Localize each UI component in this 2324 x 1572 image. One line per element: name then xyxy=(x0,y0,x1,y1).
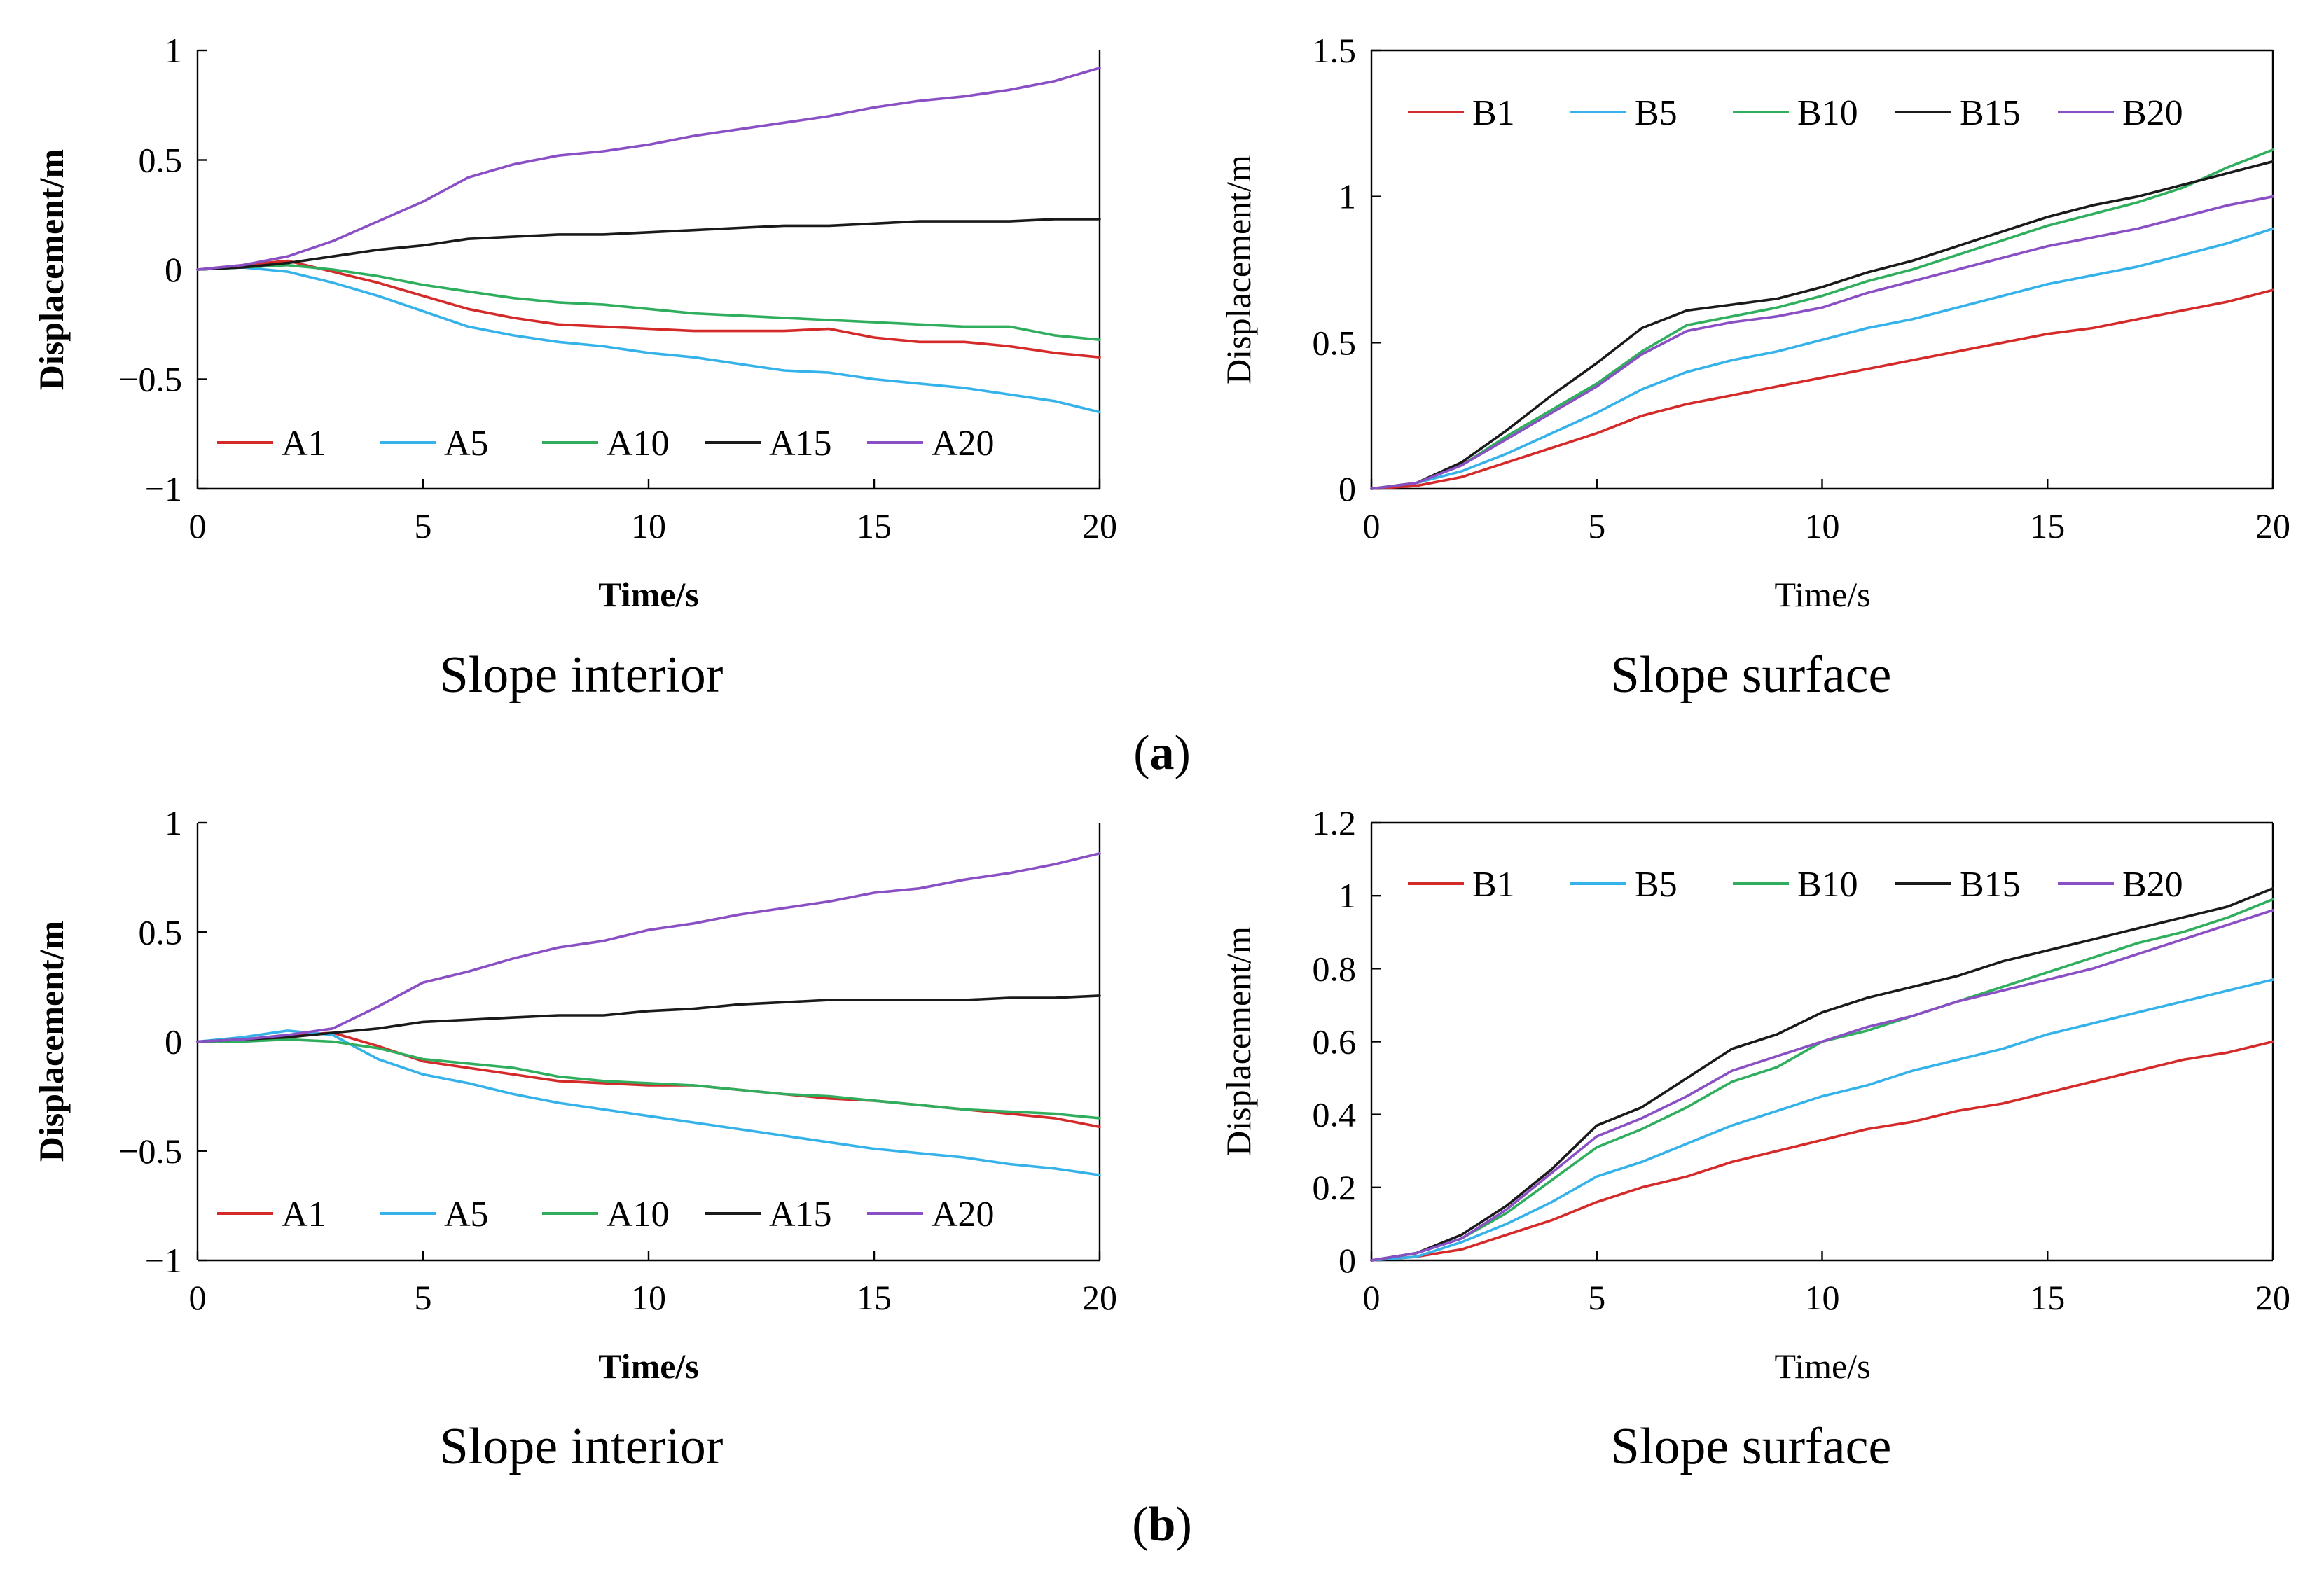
x-tick-label: 10 xyxy=(1805,506,1840,545)
y-tick-label: 0.6 xyxy=(1313,1022,1357,1062)
series-line-b20 xyxy=(1370,909,2274,1262)
series-line-a10 xyxy=(196,1038,1101,1120)
series-line-a10 xyxy=(196,263,1101,342)
panel-label-b: (b) xyxy=(1132,1498,1192,1552)
x-tick-label: 15 xyxy=(2030,1278,2065,1317)
y-axis-title: Displacement/m xyxy=(1219,926,1258,1156)
series-line-b15 xyxy=(1370,887,2274,1262)
x-tick-label: 5 xyxy=(415,1278,432,1317)
panel-label-a: (a) xyxy=(1133,726,1191,780)
series-line-a15 xyxy=(196,218,1101,271)
x-tick-label: 10 xyxy=(1805,1278,1840,1317)
x-tick-label: 10 xyxy=(631,506,666,545)
y-axis-title: Displacement/m xyxy=(32,921,71,1162)
legend-label-b5: B5 xyxy=(1635,93,1678,133)
series-line-b15 xyxy=(1370,160,2274,490)
chart-a-surface: 0 5 10 15 20 0 0.5 1 1.5 B1 B5 B10 B15 B20 Time/s Di… xyxy=(1219,31,2290,704)
y-tick-label: −0.5 xyxy=(118,1132,182,1171)
legend-label-a20: A20 xyxy=(932,1195,995,1234)
legend-label-a5: A5 xyxy=(444,424,489,464)
y-tick-label: 0.5 xyxy=(139,141,183,180)
y-tick-label: 0 xyxy=(165,1022,182,1062)
x-tick-label: 15 xyxy=(2030,506,2065,545)
chart-b-interior: 0 5 10 15 20 −1 −0.5 0 0.5 1 A1 A5 A10 A15 A20 Time/s… xyxy=(32,803,1117,1475)
x-axis-title: Time/s xyxy=(598,1347,699,1386)
legend-label-a15: A15 xyxy=(769,1195,832,1234)
legend-label-b10: B10 xyxy=(1797,93,1858,133)
y-tick-label: 1.2 xyxy=(1313,803,1357,842)
y-tick-label: −1 xyxy=(145,1241,182,1280)
legend-label-a1: A1 xyxy=(282,1195,326,1234)
y-tick-label: 0 xyxy=(1339,469,1356,508)
legend-label-b15: B15 xyxy=(1960,93,2021,133)
x-tick-label: 5 xyxy=(415,506,432,545)
y-tick-label: 0.5 xyxy=(139,912,183,952)
series-line-a5 xyxy=(196,266,1101,414)
legend-label-b5: B5 xyxy=(1635,865,1678,905)
y-axis-title: Displacement/m xyxy=(32,149,71,390)
x-tick-label: 10 xyxy=(631,1278,666,1317)
chart-caption: Slope interior xyxy=(440,646,724,704)
x-axis-title: Time/s xyxy=(598,575,699,614)
series-line-b1 xyxy=(1370,288,2274,490)
legend-label-a10: A10 xyxy=(607,424,670,464)
legend-label-a5: A5 xyxy=(444,1195,489,1234)
series-line-a5 xyxy=(196,1029,1101,1176)
y-tick-label: 0.8 xyxy=(1313,949,1357,988)
series-line-b5 xyxy=(1370,227,2274,490)
x-tick-label: 15 xyxy=(857,506,892,545)
y-axis-title: Displacement/m xyxy=(1219,155,1258,384)
x-tick-label: 20 xyxy=(1082,1278,1117,1317)
chart-caption: Slope surface xyxy=(1611,1418,1892,1475)
series-line-b5 xyxy=(1370,978,2274,1262)
y-tick-label: 1.5 xyxy=(1313,31,1357,70)
y-tick-label: 1 xyxy=(1339,876,1356,915)
series-line-a1 xyxy=(196,1031,1101,1129)
series-line-a1 xyxy=(196,259,1101,359)
legend-label-a10: A10 xyxy=(607,1195,670,1234)
series-line-b20 xyxy=(1370,195,2274,490)
legend-label-b20: B20 xyxy=(2122,93,2183,133)
x-tick-label: 20 xyxy=(1082,506,1117,545)
x-tick-label: 20 xyxy=(2255,506,2290,545)
x-tick-label: 0 xyxy=(1363,506,1381,545)
series-line-b1 xyxy=(1370,1040,2274,1262)
y-tick-label: 1 xyxy=(165,803,182,842)
legend-label-b1: B1 xyxy=(1472,865,1515,905)
x-tick-label: 0 xyxy=(1363,1278,1381,1317)
x-tick-label: 5 xyxy=(1588,506,1605,545)
y-tick-label: 0 xyxy=(165,250,182,289)
series-line-a20 xyxy=(196,67,1101,271)
x-axis-title: Time/s xyxy=(1774,1347,1870,1386)
y-tick-label: 1 xyxy=(165,31,182,70)
legend-label-a15: A15 xyxy=(769,424,832,464)
x-tick-label: 0 xyxy=(189,1278,207,1317)
series-line-a20 xyxy=(196,852,1101,1043)
series-line-b10 xyxy=(1370,148,2274,490)
x-tick-label: 5 xyxy=(1588,1278,1605,1317)
x-tick-label: 20 xyxy=(2255,1278,2290,1317)
y-tick-label: 0.2 xyxy=(1313,1168,1357,1207)
y-tick-label: 0.5 xyxy=(1313,323,1357,362)
chart-a-interior: 0 5 10 15 20 −1 −0.5 0 0.5 1 A1 A5 A10 A15 A20 Time/s… xyxy=(32,31,1117,704)
x-tick-label: 15 xyxy=(857,1278,892,1317)
legend-label-a1: A1 xyxy=(282,424,326,464)
series-line-a15 xyxy=(196,994,1101,1043)
y-tick-label: −1 xyxy=(145,469,182,508)
legend-label-a20: A20 xyxy=(932,424,995,464)
y-tick-label: −0.5 xyxy=(118,360,182,399)
legend-label-b10: B10 xyxy=(1797,865,1858,905)
chart-caption: Slope interior xyxy=(440,1418,724,1475)
legend-label-b15: B15 xyxy=(1960,865,2021,905)
chart-caption: Slope surface xyxy=(1611,646,1892,704)
legend-label-b20: B20 xyxy=(2122,865,2183,905)
y-tick-label: 0.4 xyxy=(1313,1095,1357,1134)
legend-label-b1: B1 xyxy=(1472,93,1515,133)
x-axis-title: Time/s xyxy=(1774,575,1870,614)
y-tick-label: 1 xyxy=(1339,177,1356,216)
y-tick-label: 0 xyxy=(1339,1241,1356,1280)
x-tick-label: 0 xyxy=(189,506,207,545)
